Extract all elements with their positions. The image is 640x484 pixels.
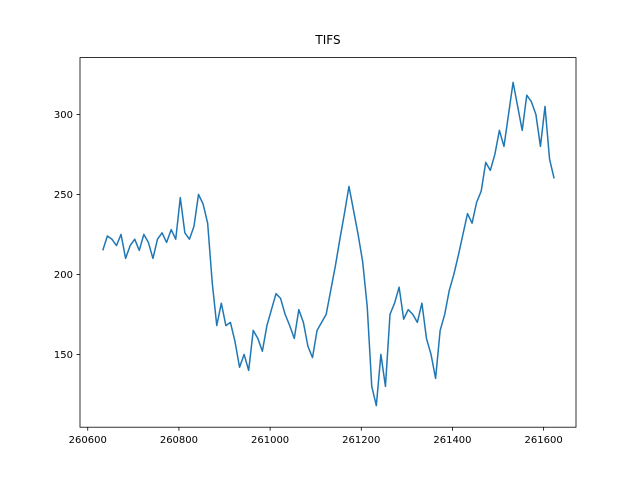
y-tick-label: 250 xyxy=(54,190,73,201)
x-tick-label: 261400 xyxy=(433,435,471,446)
y-tick-label: 150 xyxy=(54,350,73,361)
x-tick-label: 260600 xyxy=(69,435,107,446)
plot-area: 260600 260800 261000 261200 261400 261600 150 2… xyxy=(54,81,563,446)
x-tick-label: 261600 xyxy=(525,435,563,446)
y-tick-label: 300 xyxy=(54,110,73,121)
y-tick-label: 200 xyxy=(54,270,73,281)
x-tick-label: 260800 xyxy=(160,435,198,446)
chart-title: TIFS xyxy=(314,33,340,47)
data-line xyxy=(102,81,555,407)
x-tick-label: 261200 xyxy=(342,435,380,446)
axes-frame xyxy=(79,57,577,428)
x-tick-label: 261000 xyxy=(251,435,289,446)
